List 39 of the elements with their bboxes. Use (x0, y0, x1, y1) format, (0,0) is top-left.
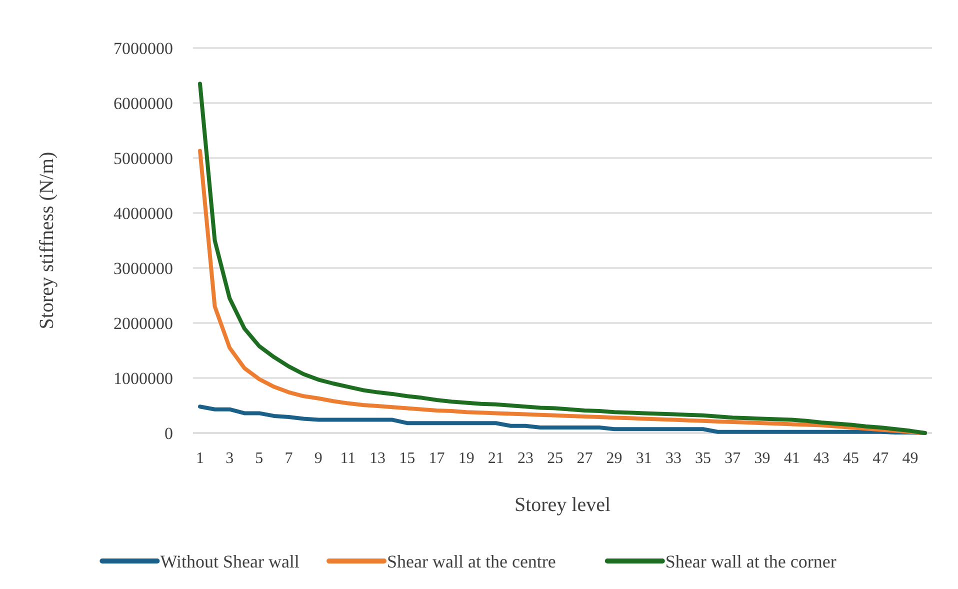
x-tick-label: 7 (284, 450, 293, 467)
y-tick-label: 3000000 (114, 258, 173, 278)
y-tick-label: 0 (164, 424, 173, 443)
x-tick-label: 23 (518, 450, 534, 467)
x-tick-label: 43 (813, 450, 830, 467)
y-tick-label: 1000000 (114, 368, 173, 388)
x-tick-label: 35 (695, 450, 712, 467)
y-axis-title: Storey stiffness (N/m) (36, 152, 58, 330)
x-tick-label: 45 (843, 450, 860, 467)
x-tick-label: 21 (488, 450, 504, 467)
legend-label: Shear wall at the corner (665, 551, 836, 572)
line-series (198, 82, 927, 435)
y-tick-label: 6000000 (114, 94, 173, 113)
x-tick-label: 13 (370, 450, 386, 467)
legend-label: Without Shear wall (160, 551, 300, 572)
x-tick-label: 37 (724, 450, 741, 467)
y-tick-label: 7000000 (114, 38, 173, 58)
x-tick-label: 9 (314, 450, 322, 467)
x-tick-label: 47 (872, 450, 889, 467)
x-tick-label: 17 (428, 450, 445, 467)
x-tick-label: 25 (547, 450, 564, 467)
legend-label: Shear wall at the centre (387, 551, 556, 572)
y-tick-label: 2000000 (114, 314, 173, 333)
x-tick-label: 15 (399, 450, 416, 467)
x-tick-label: 1 (196, 450, 204, 467)
x-tick-label: 27 (576, 450, 593, 467)
x-tick-label: 3 (226, 450, 234, 467)
x-tick-label: 31 (636, 450, 652, 467)
x-tick-label: 49 (902, 450, 918, 467)
y-tick-label: 4000000 (114, 204, 173, 223)
x-tick-label: 5 (255, 450, 264, 467)
x-tick-label: 29 (606, 450, 622, 467)
x-axis-title: Storey level (514, 494, 611, 516)
y-tick-label: 5000000 (114, 148, 173, 168)
x-tick-label: 39 (754, 450, 770, 467)
x-tick-label: 41 (784, 450, 800, 467)
x-tick-label: 11 (340, 450, 356, 467)
x-tick-label: 33 (665, 450, 682, 467)
x-tick-label: 19 (458, 450, 474, 467)
